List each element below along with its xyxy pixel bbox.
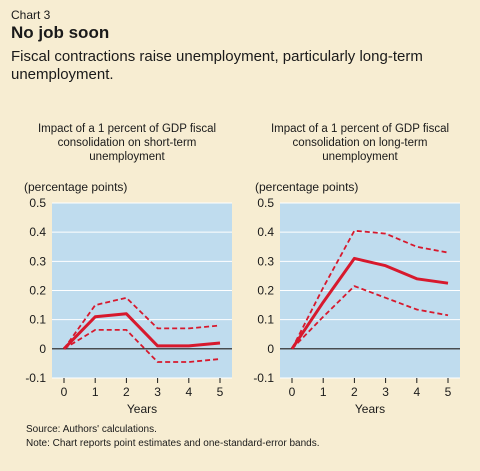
- y-tick-label: 0.1: [257, 313, 274, 327]
- y-tick-label: 0.4: [29, 225, 46, 239]
- x-tick-label: 0: [61, 385, 68, 399]
- y-tick-label: 0.2: [29, 284, 46, 298]
- series-point-estimate: [62, 312, 221, 350]
- series-error-band-2: [63, 328, 221, 363]
- panel-1: 0.5 0.4 0.3 0.2 0.1 0 -0.1 0 1 2 3 4 5 Years: [25, 196, 232, 416]
- series-error-band-2: [291, 285, 449, 350]
- x-tick-label: 4: [413, 385, 420, 399]
- chart-label: Chart 3: [11, 8, 51, 22]
- y-tick-label: -0.1: [25, 371, 46, 385]
- x-tick-label: 3: [154, 385, 161, 399]
- y-tick-label: 0.5: [257, 196, 274, 210]
- panel-1-title: Impact of a 1 percent of GDP fiscal cons…: [37, 123, 217, 163]
- x-tick-label: 1: [320, 385, 327, 399]
- y-tick-label: 0: [39, 342, 46, 356]
- y-tick-label: 0.2: [257, 284, 274, 298]
- panel-2: 0.5 0.4 0.3 0.2 0.1 0 -0.1 0 1 2 3 4 5 Years: [253, 196, 460, 416]
- subtitle: Fiscal contractions raise unemployment, …: [11, 48, 423, 83]
- y-tick-label: 0.3: [29, 254, 46, 268]
- y-tick-label: 0.1: [29, 313, 46, 327]
- x-tick-label: 4: [185, 385, 192, 399]
- panel-2-title: Impact of a 1 percent of GDP fiscal cons…: [270, 123, 450, 163]
- footnote: Note: Chart reports point estimates and …: [26, 438, 320, 449]
- x-tick-label: 2: [123, 385, 130, 399]
- x-axis-label: Years: [355, 402, 385, 416]
- y-tick-label: 0.3: [257, 254, 274, 268]
- page-title: No job soon: [11, 23, 110, 42]
- x-tick-label: 5: [445, 385, 452, 399]
- x-tick-label: 5: [217, 385, 224, 399]
- x-tick-label: 1: [92, 385, 99, 399]
- series-error-band-1: [63, 296, 221, 350]
- panel-2-ylabel: (percentage points): [255, 180, 359, 194]
- series-point-estimate: [290, 256, 449, 350]
- series-error-band-1: [291, 229, 449, 350]
- y-tick-label: -0.1: [253, 371, 274, 385]
- y-tick-label: 0: [267, 342, 274, 356]
- y-tick-label: 0.5: [29, 196, 46, 210]
- source-note: Source: Authors' calculations.: [26, 424, 157, 435]
- x-axis-label: Years: [127, 402, 157, 416]
- panel-1-ylabel: (percentage points): [24, 180, 128, 194]
- x-tick-label: 2: [351, 385, 358, 399]
- x-tick-label: 0: [289, 385, 296, 399]
- x-tick-label: 3: [382, 385, 389, 399]
- y-tick-label: 0.4: [257, 225, 274, 239]
